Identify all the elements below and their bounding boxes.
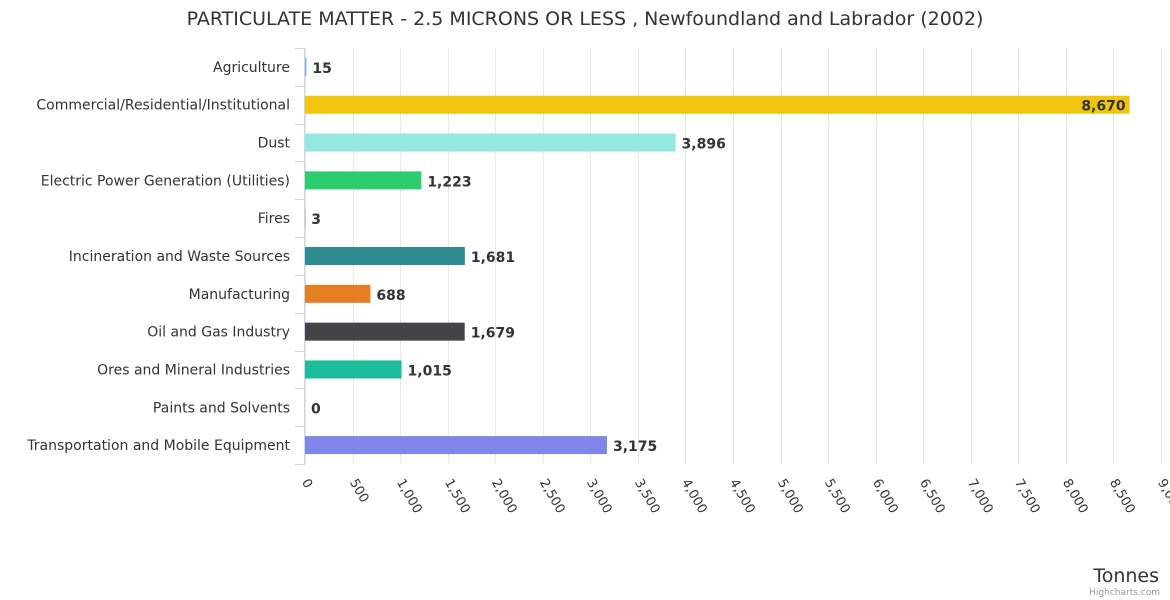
category-label: Dust	[258, 136, 291, 152]
x-tick-label: 3,500	[631, 477, 663, 517]
category-label: Ores and Mineral Industries	[97, 362, 290, 378]
bar[interactable]	[305, 360, 402, 379]
bar[interactable]	[305, 322, 465, 341]
bar[interactable]	[305, 436, 607, 455]
data-label: 3,175	[613, 439, 657, 455]
chart-title: PARTICULATE MATTER - 2.5 MICRONS OR LESS…	[187, 8, 984, 30]
x-tick-label: 1,500	[441, 477, 473, 517]
data-label: 0	[311, 401, 321, 417]
bar[interactable]	[305, 171, 422, 190]
data-label: 688	[376, 288, 405, 304]
data-label: 3	[311, 212, 321, 228]
credits-link[interactable]: Highcharts.com	[1089, 588, 1160, 598]
labels: Agriculture 15 Commercial/Residential/Inst…	[26, 60, 1126, 455]
category-label: Transportation and Mobile Equipment	[26, 438, 290, 454]
category-label: Fires	[258, 211, 290, 227]
x-tick-label: 4,000	[678, 477, 710, 517]
bar[interactable]	[305, 57, 307, 76]
data-label: 1,015	[408, 363, 452, 379]
data-label: 1,679	[471, 326, 515, 342]
x-tick-label: 7,000	[964, 477, 996, 517]
category-label: Electric Power Generation (Utilities)	[41, 173, 290, 189]
category-label: Manufacturing	[189, 287, 290, 303]
x-tick-label: 2,000	[488, 477, 520, 517]
x-tick-label: 500	[346, 477, 371, 506]
data-label: 15	[312, 61, 331, 77]
bar[interactable]	[305, 284, 371, 303]
x-tick-label: 0	[298, 477, 315, 492]
data-label: 3,896	[682, 137, 726, 153]
bars	[305, 57, 1130, 455]
x-tick-label: 8,000	[1059, 477, 1091, 517]
category-label: Commercial/Residential/Institutional	[36, 98, 290, 114]
x-tick-label: 2,500	[536, 477, 568, 517]
x-tick-label: 1,000	[393, 477, 425, 517]
bar[interactable]	[305, 133, 676, 152]
x-tick-label: 8,500	[1106, 477, 1138, 517]
data-label: 1,223	[427, 174, 471, 190]
category-label: Incineration and Waste Sources	[69, 249, 290, 265]
x-tick-label: 5,500	[821, 477, 853, 517]
x-tick-label: 4,500	[726, 477, 758, 517]
x-tick-label: 5,000	[774, 477, 806, 517]
bar[interactable]	[305, 247, 465, 265]
bar[interactable]	[305, 95, 1130, 114]
x-tick-label: 6,000	[869, 477, 901, 517]
x-axis-title: Tonnes	[1092, 565, 1159, 587]
x-tick-label: 3,000	[583, 477, 615, 517]
category-label: Agriculture	[213, 60, 290, 76]
grid-lines	[305, 48, 1162, 464]
data-label: 1,681	[471, 250, 515, 266]
category-label: Paints and Solvents	[153, 400, 290, 416]
x-tick-label: 7,500	[1011, 477, 1043, 517]
data-label: 8,670	[1081, 99, 1126, 115]
category-label: Oil and Gas Industry	[147, 325, 290, 341]
x-tick-label: 9,000	[1154, 477, 1170, 517]
x-tick-label: 6,500	[916, 477, 948, 517]
